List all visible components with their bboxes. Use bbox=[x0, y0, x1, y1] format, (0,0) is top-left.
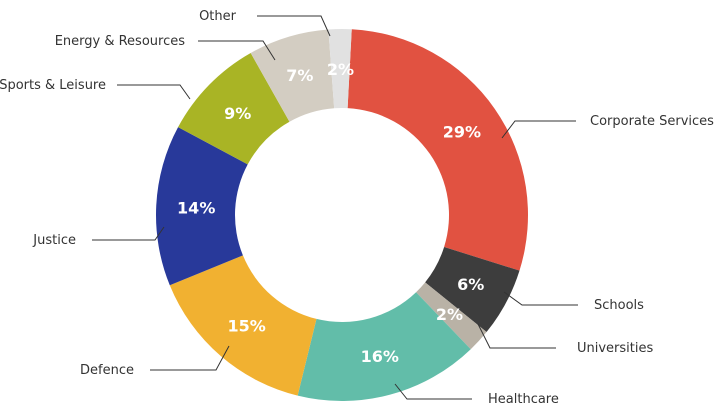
category-label-defence: Defence bbox=[80, 363, 134, 378]
slice-value-label-corporate-services: 29% bbox=[443, 123, 481, 142]
category-label-universities: Universities bbox=[577, 341, 653, 356]
category-label-justice: Justice bbox=[32, 233, 76, 248]
category-label-other: Other bbox=[199, 9, 237, 24]
category-label-energy-and-resources: Energy & Resources bbox=[55, 34, 186, 49]
slice-other bbox=[328, 29, 352, 109]
slice-defence bbox=[169, 255, 317, 396]
slice-value-label-healthcare: 16% bbox=[361, 347, 399, 366]
leader-line-sports-and-leisure bbox=[117, 84, 191, 100]
slice-value-label-schools: 6% bbox=[457, 275, 484, 294]
slice-sports-and-leisure bbox=[178, 52, 290, 165]
slice-value-label-justice: 14% bbox=[177, 198, 215, 217]
leader-line-universities bbox=[477, 323, 556, 349]
slice-value-label-energy-and-resources: 7% bbox=[286, 66, 313, 85]
slice-labels-group: 29% 6% 2% 16% 15% 14% 9% 7% 2% bbox=[177, 60, 484, 366]
slice-value-label-universities: 2% bbox=[436, 305, 463, 324]
slices-group bbox=[156, 29, 528, 401]
category-labels-group: Corporate Services Schools Universities Hea… bbox=[0, 9, 714, 407]
leader-lines-group bbox=[92, 15, 578, 400]
category-label-healthcare: Healthcare bbox=[488, 392, 559, 407]
slice-value-label-defence: 15% bbox=[227, 317, 265, 336]
slice-value-label-other: 2% bbox=[327, 60, 354, 79]
category-label-corporate-services: Corporate Services bbox=[590, 114, 714, 129]
leader-line-corporate-services bbox=[501, 120, 576, 139]
slice-energy-and-resources bbox=[250, 29, 335, 122]
slice-justice bbox=[156, 127, 248, 286]
slice-value-label-sports-and-leisure: 9% bbox=[224, 104, 251, 123]
slice-healthcare bbox=[297, 292, 471, 401]
slice-corporate-services bbox=[347, 29, 528, 271]
leader-line-other bbox=[257, 15, 331, 37]
leader-line-energy-and-resources bbox=[198, 40, 276, 61]
slice-schools bbox=[425, 246, 520, 333]
category-label-sports-and-leisure: Sports & Leisure bbox=[0, 78, 106, 93]
leader-line-justice bbox=[92, 226, 165, 241]
category-label-schools: Schools bbox=[594, 298, 644, 313]
slice-universities bbox=[416, 282, 487, 350]
leader-line-defence bbox=[150, 345, 230, 371]
leader-line-healthcare bbox=[394, 383, 472, 400]
leader-line-schools bbox=[503, 291, 578, 306]
